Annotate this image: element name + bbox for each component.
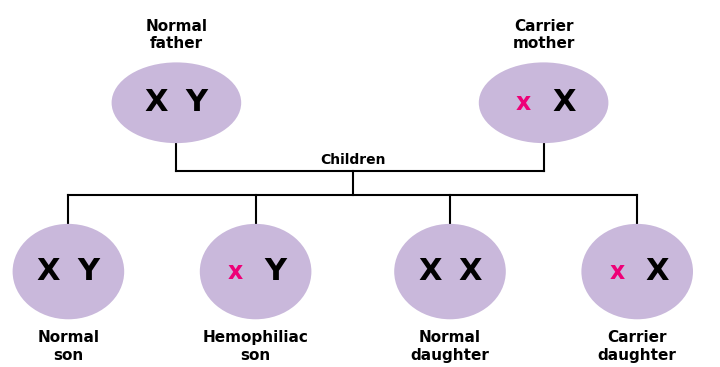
Text: Normal
father: Normal father xyxy=(145,19,207,51)
Ellipse shape xyxy=(199,224,311,319)
Text: X: X xyxy=(145,88,168,117)
Ellipse shape xyxy=(112,62,241,143)
Text: Children: Children xyxy=(320,153,385,167)
Text: X: X xyxy=(552,88,575,117)
Text: Normal
son: Normal son xyxy=(37,330,99,363)
Text: Carrier
mother: Carrier mother xyxy=(513,19,575,51)
Text: X: X xyxy=(459,257,482,286)
Text: x: x xyxy=(228,259,243,284)
Text: Y: Y xyxy=(265,257,287,286)
Text: Normal
daughter: Normal daughter xyxy=(410,330,490,363)
Text: X: X xyxy=(418,257,441,286)
Ellipse shape xyxy=(13,224,125,319)
Ellipse shape xyxy=(479,62,608,143)
Text: Hemophiliac
son: Hemophiliac son xyxy=(202,330,309,363)
Text: x: x xyxy=(609,259,625,284)
Text: X: X xyxy=(646,257,669,286)
Ellipse shape xyxy=(582,224,693,319)
Text: Y: Y xyxy=(186,88,207,117)
Ellipse shape xyxy=(395,224,505,319)
Text: Y: Y xyxy=(78,257,99,286)
Text: Carrier
daughter: Carrier daughter xyxy=(598,330,677,363)
Text: X: X xyxy=(37,257,60,286)
Text: x: x xyxy=(516,91,531,115)
